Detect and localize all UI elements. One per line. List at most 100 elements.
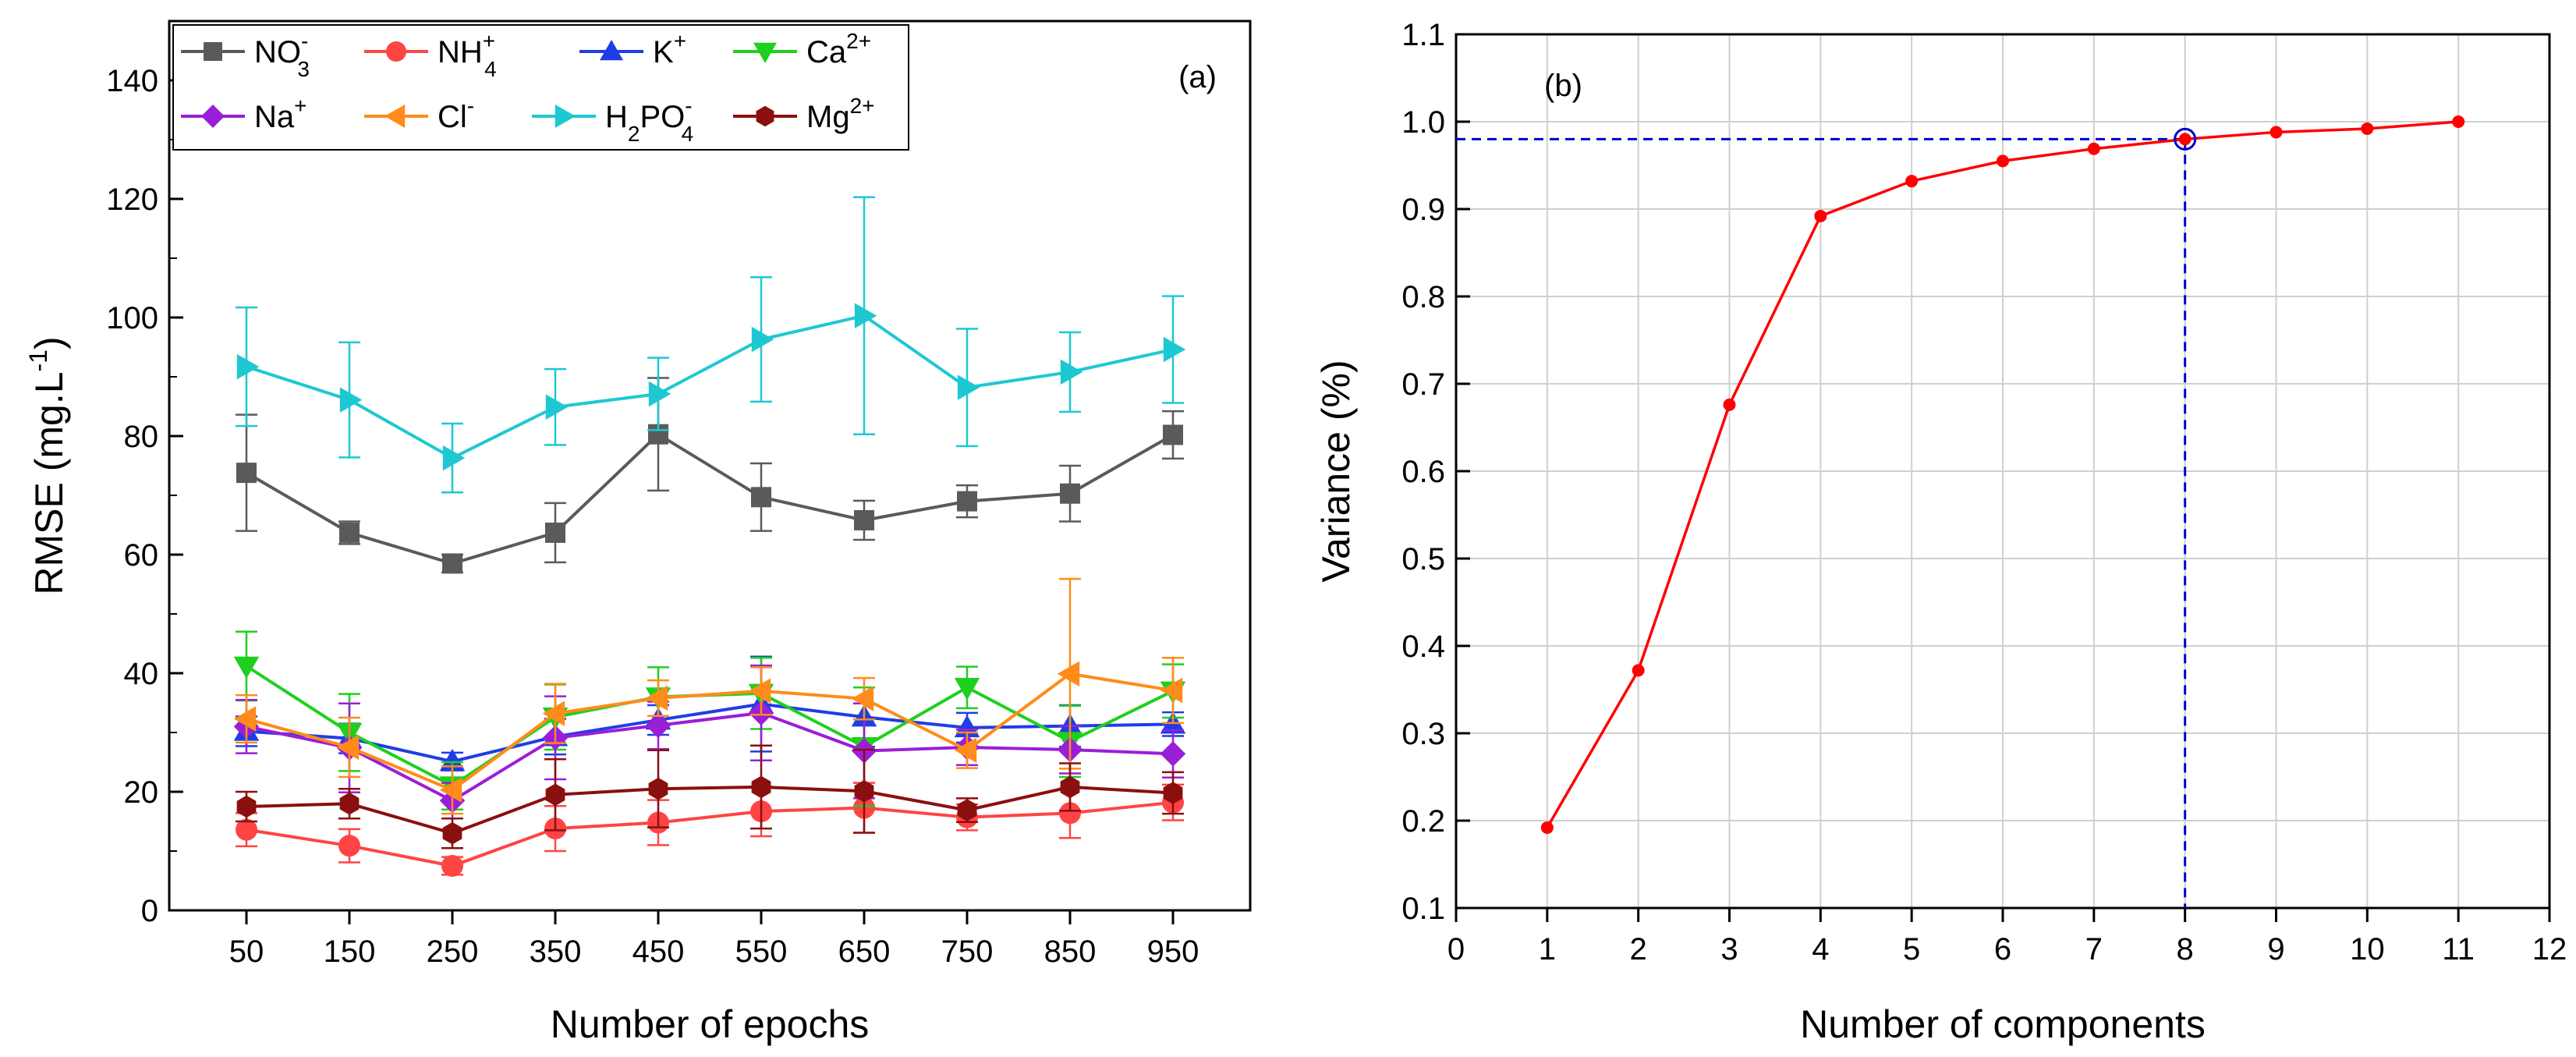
chart-a-point bbox=[1059, 802, 1081, 825]
chart-a-series-7 bbox=[236, 744, 1184, 850]
chart-a-series-line bbox=[246, 711, 1174, 803]
chart-a-legend-marker bbox=[384, 105, 406, 128]
chart-a-y-title-suffix: ) bbox=[27, 336, 71, 349]
chart-a-series-4 bbox=[233, 664, 1186, 820]
chart-a-xtick-label: 150 bbox=[324, 935, 376, 969]
chart-b-yticks: 0.1 0.2 0.3 0.4 0.5 0.6 0.7 0.8 0.9 1.0 1.1 bbox=[1401, 18, 1470, 926]
chart-a-legend-marker bbox=[756, 105, 774, 127]
chart-a-legend-item: K+ bbox=[579, 29, 686, 69]
chart-a-point bbox=[336, 734, 360, 761]
chart-a: 0 20 40 60 80 100 120 140 50 150 250 350 450 550 650 7… bbox=[24, 20, 1252, 1046]
chart-a-legend-marker bbox=[386, 41, 406, 62]
chart-b-ytick-label: 0.1 bbox=[1401, 892, 1445, 926]
chart-a-legend-item: NO- 3 bbox=[181, 29, 310, 81]
chart-a-y-title-main: RMSE (mg.L bbox=[27, 371, 71, 594]
chart-a-legend-label-part: Mg bbox=[806, 100, 850, 134]
chart-a-legend: NO-3 NH+ 4 K+ Ca2+Na+ Cl- H2PO-4 Mg2+ bbox=[172, 24, 909, 151]
chart-a-legend-item: H2PO- 4 bbox=[532, 94, 693, 146]
chart-a-legend-label-part: 2+ bbox=[846, 29, 871, 53]
chart-b-point bbox=[1905, 175, 1919, 188]
chart-a-point bbox=[1163, 782, 1183, 804]
chart-b-point bbox=[1540, 821, 1554, 834]
chart-a-x-title: Number of epochs bbox=[551, 1002, 870, 1046]
chart-a-point bbox=[439, 777, 462, 803]
chart-a-legend-label-part: NO bbox=[254, 35, 301, 69]
chart-a-point bbox=[236, 353, 260, 380]
chart-a-point bbox=[957, 799, 977, 821]
chart-a-ytick-label: 60 bbox=[124, 538, 159, 573]
chart-a-legend-label-part: 2 bbox=[628, 122, 640, 146]
chart-a-point bbox=[236, 463, 257, 484]
chart-a-legend-label: H2PO- 4 bbox=[605, 94, 693, 146]
chart-a-point bbox=[854, 303, 877, 328]
chart-a-point bbox=[1060, 359, 1083, 385]
chart-b-xtick-label: 6 bbox=[1994, 932, 2011, 967]
chart-a-point bbox=[339, 792, 360, 815]
chart-a-point bbox=[1163, 424, 1183, 445]
chart-a-legend-label-part: - bbox=[301, 29, 308, 53]
chart-b-xtick-label: 4 bbox=[1812, 932, 1829, 967]
chart-a-legend-marker bbox=[201, 105, 225, 128]
chart-a-ytick-label: 20 bbox=[124, 775, 159, 810]
chart-a-point bbox=[854, 509, 874, 530]
chart-a-legend-label-part: 4 bbox=[484, 57, 497, 81]
chart-a-point bbox=[542, 701, 565, 726]
chart-a-point bbox=[233, 706, 257, 732]
chart-a-ytick-label: 100 bbox=[106, 301, 158, 335]
chart-a-xtick-label: 550 bbox=[735, 935, 788, 969]
chart-a-legend-label: NH+ 4 bbox=[438, 29, 497, 81]
chart-a-legend-label-part: + bbox=[483, 29, 495, 53]
chart-a-point bbox=[1057, 661, 1080, 687]
chart-a-series-2 bbox=[233, 655, 1186, 771]
chart-a-point bbox=[1163, 336, 1186, 363]
chart-b-xtick-label: 1 bbox=[1539, 932, 1556, 967]
chart-a-point bbox=[1060, 775, 1080, 799]
chart-b-point bbox=[2270, 126, 2283, 139]
chart-a-point bbox=[957, 491, 977, 512]
chart-a-legend-marker bbox=[555, 105, 576, 128]
chart-a-legend-label-part: 3 bbox=[297, 57, 310, 81]
chart-a-legend-item: Mg2+ bbox=[733, 94, 875, 134]
chart-a-legend-marker bbox=[753, 42, 777, 63]
chart-a-legend-marker bbox=[204, 42, 222, 61]
chart-a-panel-label: (a) bbox=[1178, 60, 1217, 94]
chart-a-xtick-label: 950 bbox=[1147, 935, 1199, 969]
chart-b-ytick-label: 0.6 bbox=[1401, 455, 1445, 489]
chart-b-xtick-label: 9 bbox=[2267, 932, 2284, 967]
chart-a-series-0 bbox=[236, 377, 1184, 574]
chart-a-series-1 bbox=[236, 782, 1184, 877]
chart-a-point bbox=[957, 374, 980, 400]
chart-a-point bbox=[648, 381, 671, 407]
chart-a-point bbox=[339, 522, 360, 543]
chart-a-legend-label-part: PO bbox=[640, 100, 685, 134]
chart-a-point bbox=[748, 678, 771, 704]
chart-b-ytick-label: 1.0 bbox=[1401, 105, 1445, 140]
chart-b-panel-label: (b) bbox=[1544, 69, 1582, 103]
chart-b-point bbox=[2361, 122, 2374, 135]
chart-a-legend-label-part: + bbox=[294, 94, 306, 118]
chart-b-y-title: Variance (%) bbox=[1314, 360, 1358, 582]
chart-b-ytick-label: 0.3 bbox=[1401, 717, 1445, 751]
chart-a-point bbox=[648, 777, 668, 800]
chart-a-ytick-label: 80 bbox=[124, 420, 159, 454]
chart-a-legend-item: Ca2+ bbox=[733, 29, 871, 69]
chart-a-point bbox=[1160, 677, 1183, 704]
chart-a-series-line bbox=[245, 432, 1174, 566]
chart-a-point bbox=[954, 678, 980, 701]
chart-a-xtick-label: 850 bbox=[1044, 935, 1097, 969]
chart-b-ytick-label: 0.2 bbox=[1401, 804, 1445, 839]
chart-a-legend-item: NH+ 4 bbox=[364, 29, 497, 81]
chart-a-legend-label: NO- 3 bbox=[254, 29, 310, 81]
chart-b-xtick-label: 10 bbox=[2350, 932, 2385, 967]
chart-a-frame bbox=[168, 20, 1252, 912]
chart-a-point bbox=[751, 775, 771, 799]
chart-a-ytick-label: 140 bbox=[106, 64, 158, 98]
chart-a-xtick-label: 250 bbox=[427, 935, 479, 969]
chart-a-xtick-label: 50 bbox=[229, 935, 264, 969]
chart-b-xtick-label: 12 bbox=[2532, 932, 2567, 967]
chart-a-xtick-label: 450 bbox=[632, 935, 685, 969]
chart-b-xticks: 0 1 2 3 4 5 6 7 8 9 10 11 12 bbox=[1447, 908, 2567, 967]
chart-a-legend-label: Na+ bbox=[254, 94, 307, 134]
chart-a-legend-label-part: - bbox=[685, 94, 692, 118]
